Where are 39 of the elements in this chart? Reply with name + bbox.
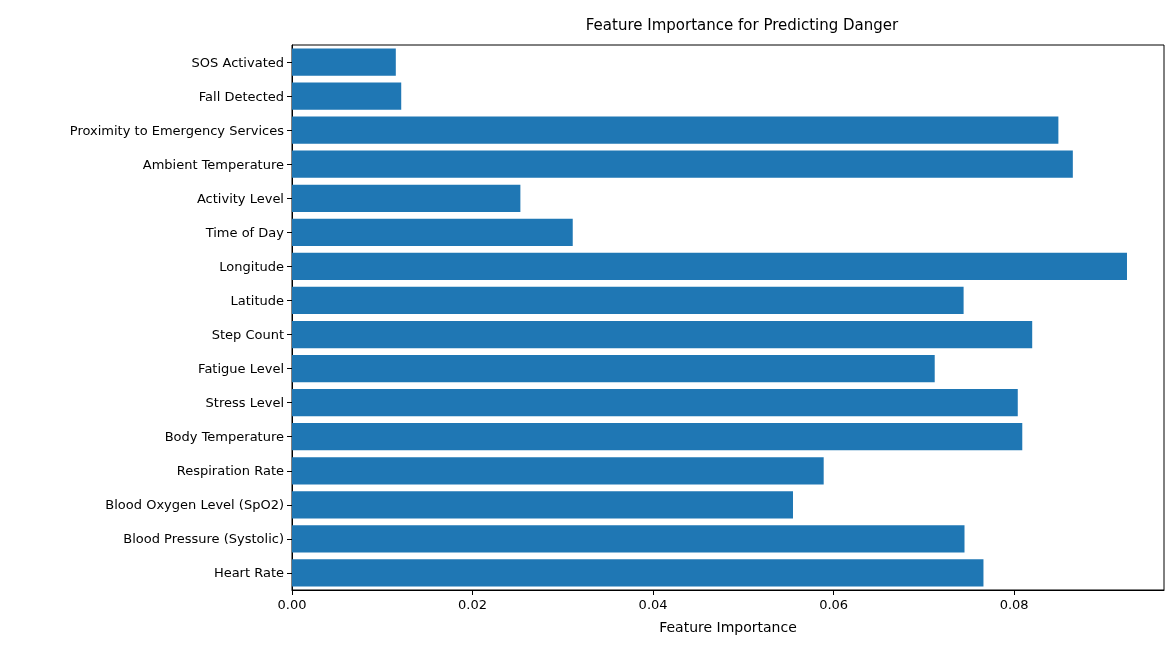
y-tick-label: Respiration Rate [176,463,284,479]
bar [292,116,1059,144]
y-tick-label: Ambient Temperature [142,156,284,172]
bar [292,457,824,485]
bar [292,82,402,110]
y-tick-label: SOS Activated [191,54,284,70]
y-tick-label: Blood Oxygen Level (SpO2) [105,497,284,513]
bar [292,491,793,519]
chart-title: Feature Importance for Predicting Danger [585,15,900,34]
bar [292,252,1127,281]
bar [292,559,984,587]
y-tick-label: Step Count [211,327,284,343]
x-tick-label: 0.04 [638,597,668,612]
bar [292,150,1073,178]
bar [292,48,396,76]
bar [292,286,964,315]
x-tick-label: 0.00 [277,597,307,612]
bar [292,354,935,383]
x-axis-title: Feature Importance [659,619,797,635]
y-tick-label: Time of Day [204,224,285,240]
y-tick-label: Proximity to Emergency Services [69,122,285,138]
y-tick-label: Activity Level [196,190,284,206]
y-tick-label: Fatigue Level [198,361,284,377]
bar [292,320,1033,349]
y-tick-label: Latitude [230,292,284,308]
x-tick-label: 0.02 [458,597,488,612]
y-tick-label: Longitude [219,258,284,274]
y-tick-label: Heart Rate [213,565,284,581]
bar [292,525,965,553]
y-tick-label: Blood Pressure (Systolic) [123,531,284,547]
x-tick-label: 0.08 [999,597,1029,612]
y-tick-label: Stress Level [205,395,284,411]
bar [292,423,1023,451]
y-tick-label: Fall Detected [198,88,284,104]
bar [292,184,521,212]
y-tick-label: Body Temperature [164,429,284,445]
bar [292,218,573,246]
bar [292,389,1018,417]
x-tick-label: 0.06 [819,597,849,612]
